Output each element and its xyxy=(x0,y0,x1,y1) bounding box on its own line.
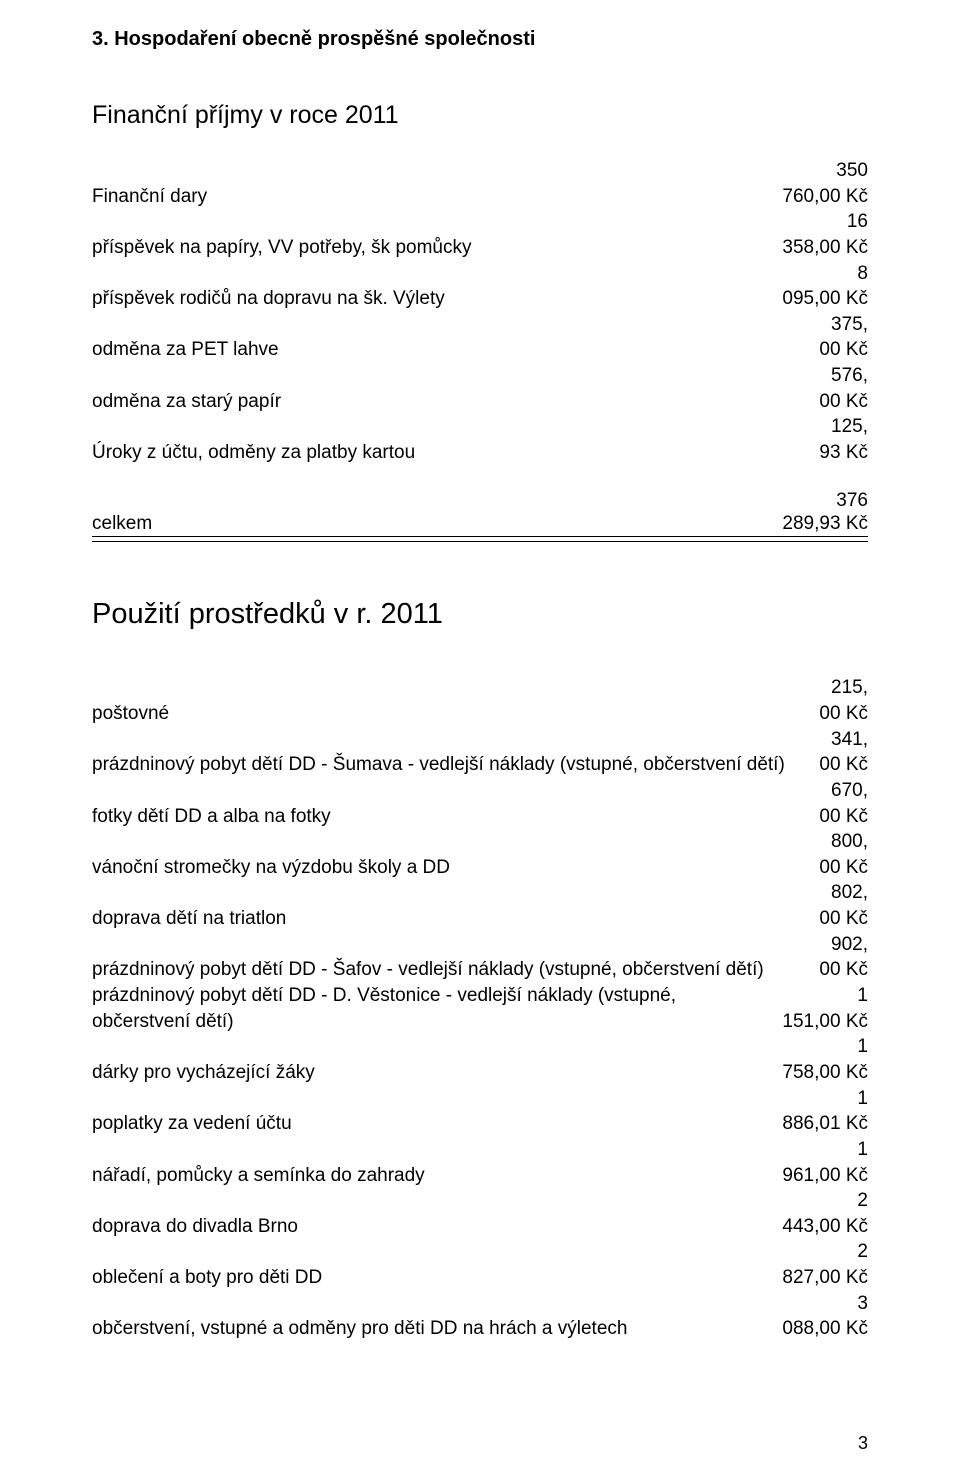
use-row: prázdninový pobyt dětí DD - D. Věstonice… xyxy=(92,983,868,1034)
use-row: poplatky za vedení účtu 1886,01 Kč xyxy=(92,1086,868,1137)
use-label: oblečení a boty pro děti DD xyxy=(92,1265,782,1291)
income-label: Úroky z účtu, odměny za platby kartou xyxy=(92,440,819,466)
use-row: oblečení a boty pro děti DD 2827,00 Kč xyxy=(92,1239,868,1290)
use-row: prázdninový pobyt dětí DD - Šafov - vedl… xyxy=(92,932,868,983)
use-label: poštovné xyxy=(92,701,819,727)
income-row: příspěvek rodičů na dopravu na šk. Výlet… xyxy=(92,261,868,312)
celkem-block: 376 celkem 289,93 Kč xyxy=(92,488,868,543)
celkem-label: celkem xyxy=(92,513,152,535)
use-value: 1758,00 Kč xyxy=(782,1034,868,1085)
income-row: Finanční dary 350760,00 Kč xyxy=(92,158,868,209)
use-value: 341,00 Kč xyxy=(819,727,868,778)
income-row: příspěvek na papíry, VV potřeby, šk pomů… xyxy=(92,209,868,260)
income-value: 350760,00 Kč xyxy=(782,158,868,209)
use-row: fotky dětí DD a alba na fotky 670,00 Kč xyxy=(92,778,868,829)
page: 3. Hospodaření obecně prospěšné společno… xyxy=(0,0,960,1478)
income-row: odměna za PET lahve 375,00 Kč xyxy=(92,312,868,363)
income-title: Finanční příjmy v roce 2011 xyxy=(92,101,868,130)
use-label: prázdninový pobyt dětí DD - D. Věstonice… xyxy=(92,983,782,1034)
income-label: odměna za PET lahve xyxy=(92,337,819,363)
use-row: poštovné 215,00 Kč xyxy=(92,675,868,726)
income-row: Úroky z účtu, odměny za platby kartou 12… xyxy=(92,414,868,465)
income-label: příspěvek rodičů na dopravu na šk. Výlet… xyxy=(92,286,782,312)
use-row: doprava do divadla Brno 2443,00 Kč xyxy=(92,1188,868,1239)
income-value: 576,00 Kč xyxy=(819,363,868,414)
use-value: 3088,00 Kč xyxy=(782,1291,868,1342)
use-row: vánoční stromečky na výzdobu školy a DD … xyxy=(92,829,868,880)
use-label: prázdninový pobyt dětí DD - Šafov - vedl… xyxy=(92,957,819,983)
income-value: 8095,00 Kč xyxy=(782,261,868,312)
use-row: dárky pro vycházející žáky 1758,00 Kč xyxy=(92,1034,868,1085)
income-label: Finanční dary xyxy=(92,184,782,210)
use-value: 1886,01 Kč xyxy=(782,1086,868,1137)
double-underline xyxy=(92,537,868,542)
income-row: odměna za starý papír 576,00 Kč xyxy=(92,363,868,414)
use-label: doprava do divadla Brno xyxy=(92,1214,782,1240)
use-row: nářadí, pomůcky a semínka do zahrady 196… xyxy=(92,1137,868,1188)
use-label: fotky dětí DD a alba na fotky xyxy=(92,804,819,830)
use-value: 215,00 Kč xyxy=(819,675,868,726)
use-value: 670,00 Kč xyxy=(819,778,868,829)
use-value: 800,00 Kč xyxy=(819,829,868,880)
use-label: poplatky za vedení účtu xyxy=(92,1111,782,1137)
use-title: Použití prostředků v r. 2011 xyxy=(92,598,868,631)
income-value: 125,93 Kč xyxy=(819,414,868,465)
income-value: 375,00 Kč xyxy=(819,312,868,363)
use-label: občerstvení, vstupné a odměny pro děti D… xyxy=(92,1316,782,1342)
income-label: odměna za starý papír xyxy=(92,389,819,415)
use-row: doprava dětí na triatlon 802,00 Kč xyxy=(92,880,868,931)
income-label: příspěvek na papíry, VV potřeby, šk pomů… xyxy=(92,235,782,261)
use-value: 2443,00 Kč xyxy=(782,1188,868,1239)
celkem-top: 376 xyxy=(836,488,868,514)
use-value: 1151,00 Kč xyxy=(782,983,868,1034)
page-number: 3 xyxy=(858,1433,868,1454)
use-row: prázdninový pobyt dětí DD - Šumava - ved… xyxy=(92,727,868,778)
income-value: 16358,00 Kč xyxy=(782,209,868,260)
use-label: vánoční stromečky na výzdobu školy a DD xyxy=(92,855,819,881)
use-label: nářadí, pomůcky a semínka do zahrady xyxy=(92,1163,782,1189)
use-value: 902,00 Kč xyxy=(819,932,868,983)
use-label: prázdninový pobyt dětí DD - Šumava - ved… xyxy=(92,752,819,778)
use-label: dárky pro vycházející žáky xyxy=(92,1060,782,1086)
use-value: 802,00 Kč xyxy=(819,880,868,931)
use-value: 1961,00 Kč xyxy=(782,1137,868,1188)
celkem-bottom: 289,93 Kč xyxy=(782,513,868,535)
use-value: 2827,00 Kč xyxy=(782,1239,868,1290)
use-row: občerstvení, vstupné a odměny pro děti D… xyxy=(92,1291,868,1342)
use-label: doprava dětí na triatlon xyxy=(92,906,819,932)
section-heading: 3. Hospodaření obecně prospěšné společno… xyxy=(92,28,868,51)
